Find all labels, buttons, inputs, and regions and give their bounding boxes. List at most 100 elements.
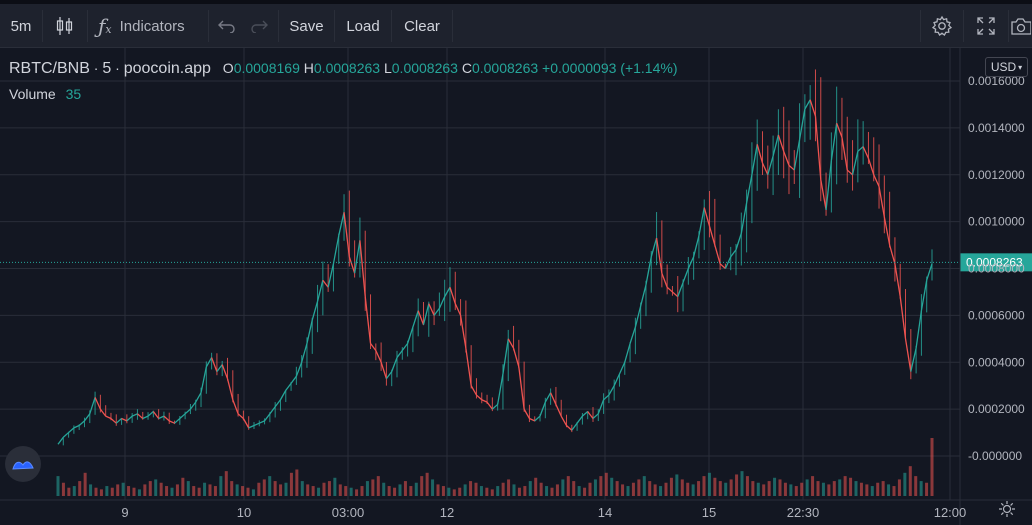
- volume-bar: [821, 482, 825, 496]
- volume-bar: [604, 472, 608, 496]
- price-chart[interactable]: 0.0008263 0.00160000.00140000.00120000.0…: [0, 48, 1032, 525]
- volume-bar: [849, 477, 853, 496]
- low-label: L: [383, 60, 392, 76]
- chart-area[interactable]: 0.0008263 0.0016000 0.0014000 0.0012000 0.0…: [0, 48, 1032, 525]
- volume-bar: [583, 487, 587, 496]
- price-segment: [772, 134, 780, 157]
- load-button[interactable]: Load: [335, 4, 391, 48]
- price-segment: [221, 364, 229, 379]
- volume-bar: [322, 482, 326, 496]
- volume-bar: [344, 486, 348, 496]
- price-segment: [523, 408, 530, 419]
- price-segment: [121, 417, 128, 422]
- toolbar-divider: [208, 10, 209, 42]
- price-segment: [655, 237, 663, 274]
- interval-label: 5m: [10, 17, 32, 35]
- price-segment: [512, 348, 520, 368]
- price-segment: [274, 399, 281, 408]
- price-tick-label: -0.000000: [968, 449, 1022, 463]
- price-tick-label: 0.0012000: [968, 168, 1025, 182]
- volume-bar: [67, 487, 71, 496]
- price-segment: [767, 155, 774, 175]
- volume-bar: [61, 482, 65, 496]
- price-segment: [99, 408, 107, 417]
- price-segment: [491, 403, 499, 410]
- volume-bar: [273, 481, 277, 496]
- volume-bar: [876, 482, 880, 496]
- volume-bar: [908, 466, 912, 496]
- top-toolbar: 5m ƒx Indicators Save Load Clear: [0, 0, 1032, 48]
- volume-bar: [224, 471, 228, 496]
- price-segment: [174, 418, 181, 424]
- price-segment: [438, 296, 446, 309]
- indicators-button[interactable]: ƒx Indicators: [88, 4, 208, 48]
- fullscreen-button[interactable]: [964, 4, 1008, 48]
- price-segment: [851, 151, 859, 175]
- volume-bar: [387, 486, 391, 496]
- price-segment: [878, 186, 885, 218]
- price-segment: [645, 256, 652, 286]
- volume-bar: [534, 477, 538, 496]
- clear-button[interactable]: Clear: [392, 4, 452, 48]
- time-tick-label: 03:00: [332, 505, 365, 520]
- screenshot-button[interactable]: [1009, 4, 1032, 48]
- price-segment: [433, 307, 440, 316]
- volume-bars: [56, 438, 934, 496]
- low-value: 0.0008263: [391, 60, 458, 76]
- price-tick-label: 0.0014000: [968, 121, 1025, 135]
- volume-bar: [398, 484, 402, 496]
- interval-value: 5: [102, 60, 112, 77]
- price-segment: [253, 422, 260, 427]
- redo-button[interactable]: [244, 4, 274, 48]
- volume-bar: [577, 486, 581, 496]
- volume-bar: [610, 477, 614, 496]
- price-segment: [68, 427, 75, 434]
- price-segment: [338, 212, 345, 236]
- volume-bar: [213, 486, 217, 496]
- settings-button[interactable]: [921, 4, 963, 48]
- price-segment: [650, 237, 658, 257]
- interval-button[interactable]: 5m: [0, 4, 42, 48]
- price-segment: [380, 362, 388, 379]
- price-tick-label: 0.0006000: [968, 308, 1025, 322]
- price-segment: [401, 343, 409, 351]
- time-tick-label: 12: [440, 505, 454, 520]
- currency-label: USD: [990, 60, 1017, 74]
- price-segment: [714, 244, 721, 264]
- tradingview-logo[interactable]: [5, 446, 41, 482]
- volume-bar: [773, 477, 777, 496]
- volume-bar: [729, 479, 733, 496]
- volume-bar: [257, 482, 261, 496]
- volume-bar: [175, 484, 179, 496]
- price-segment: [454, 303, 462, 316]
- volume-bar: [137, 489, 141, 496]
- volume-bar: [697, 481, 701, 496]
- price-segment: [798, 109, 806, 140]
- volume-bar: [365, 481, 369, 496]
- volume-bar: [306, 484, 310, 496]
- clear-label: Clear: [404, 17, 440, 35]
- price-segment: [745, 174, 753, 203]
- undo-button[interactable]: [212, 4, 242, 48]
- volume-bar: [333, 477, 337, 496]
- price-segment: [412, 310, 419, 328]
- volume-bar: [447, 487, 451, 496]
- price-segment: [719, 263, 726, 269]
- volume-bar: [116, 484, 120, 496]
- volume-bar: [588, 482, 592, 496]
- axis-settings-button[interactable]: [994, 497, 1020, 521]
- price-segment: [200, 366, 207, 393]
- volume-bar: [197, 487, 201, 496]
- chart-type-button[interactable]: [43, 4, 87, 48]
- price-segment: [232, 399, 239, 415]
- price-segment: [618, 361, 626, 375]
- volume-bar: [56, 476, 60, 496]
- volume-bar: [349, 487, 353, 496]
- volume-bar: [110, 487, 114, 496]
- save-button[interactable]: Save: [279, 4, 334, 48]
- volume-bar: [691, 484, 695, 496]
- price-segment: [316, 280, 324, 302]
- currency-dropdown[interactable]: USD ▾: [985, 57, 1028, 77]
- volume-bar: [121, 482, 125, 496]
- volume-bar: [192, 486, 196, 496]
